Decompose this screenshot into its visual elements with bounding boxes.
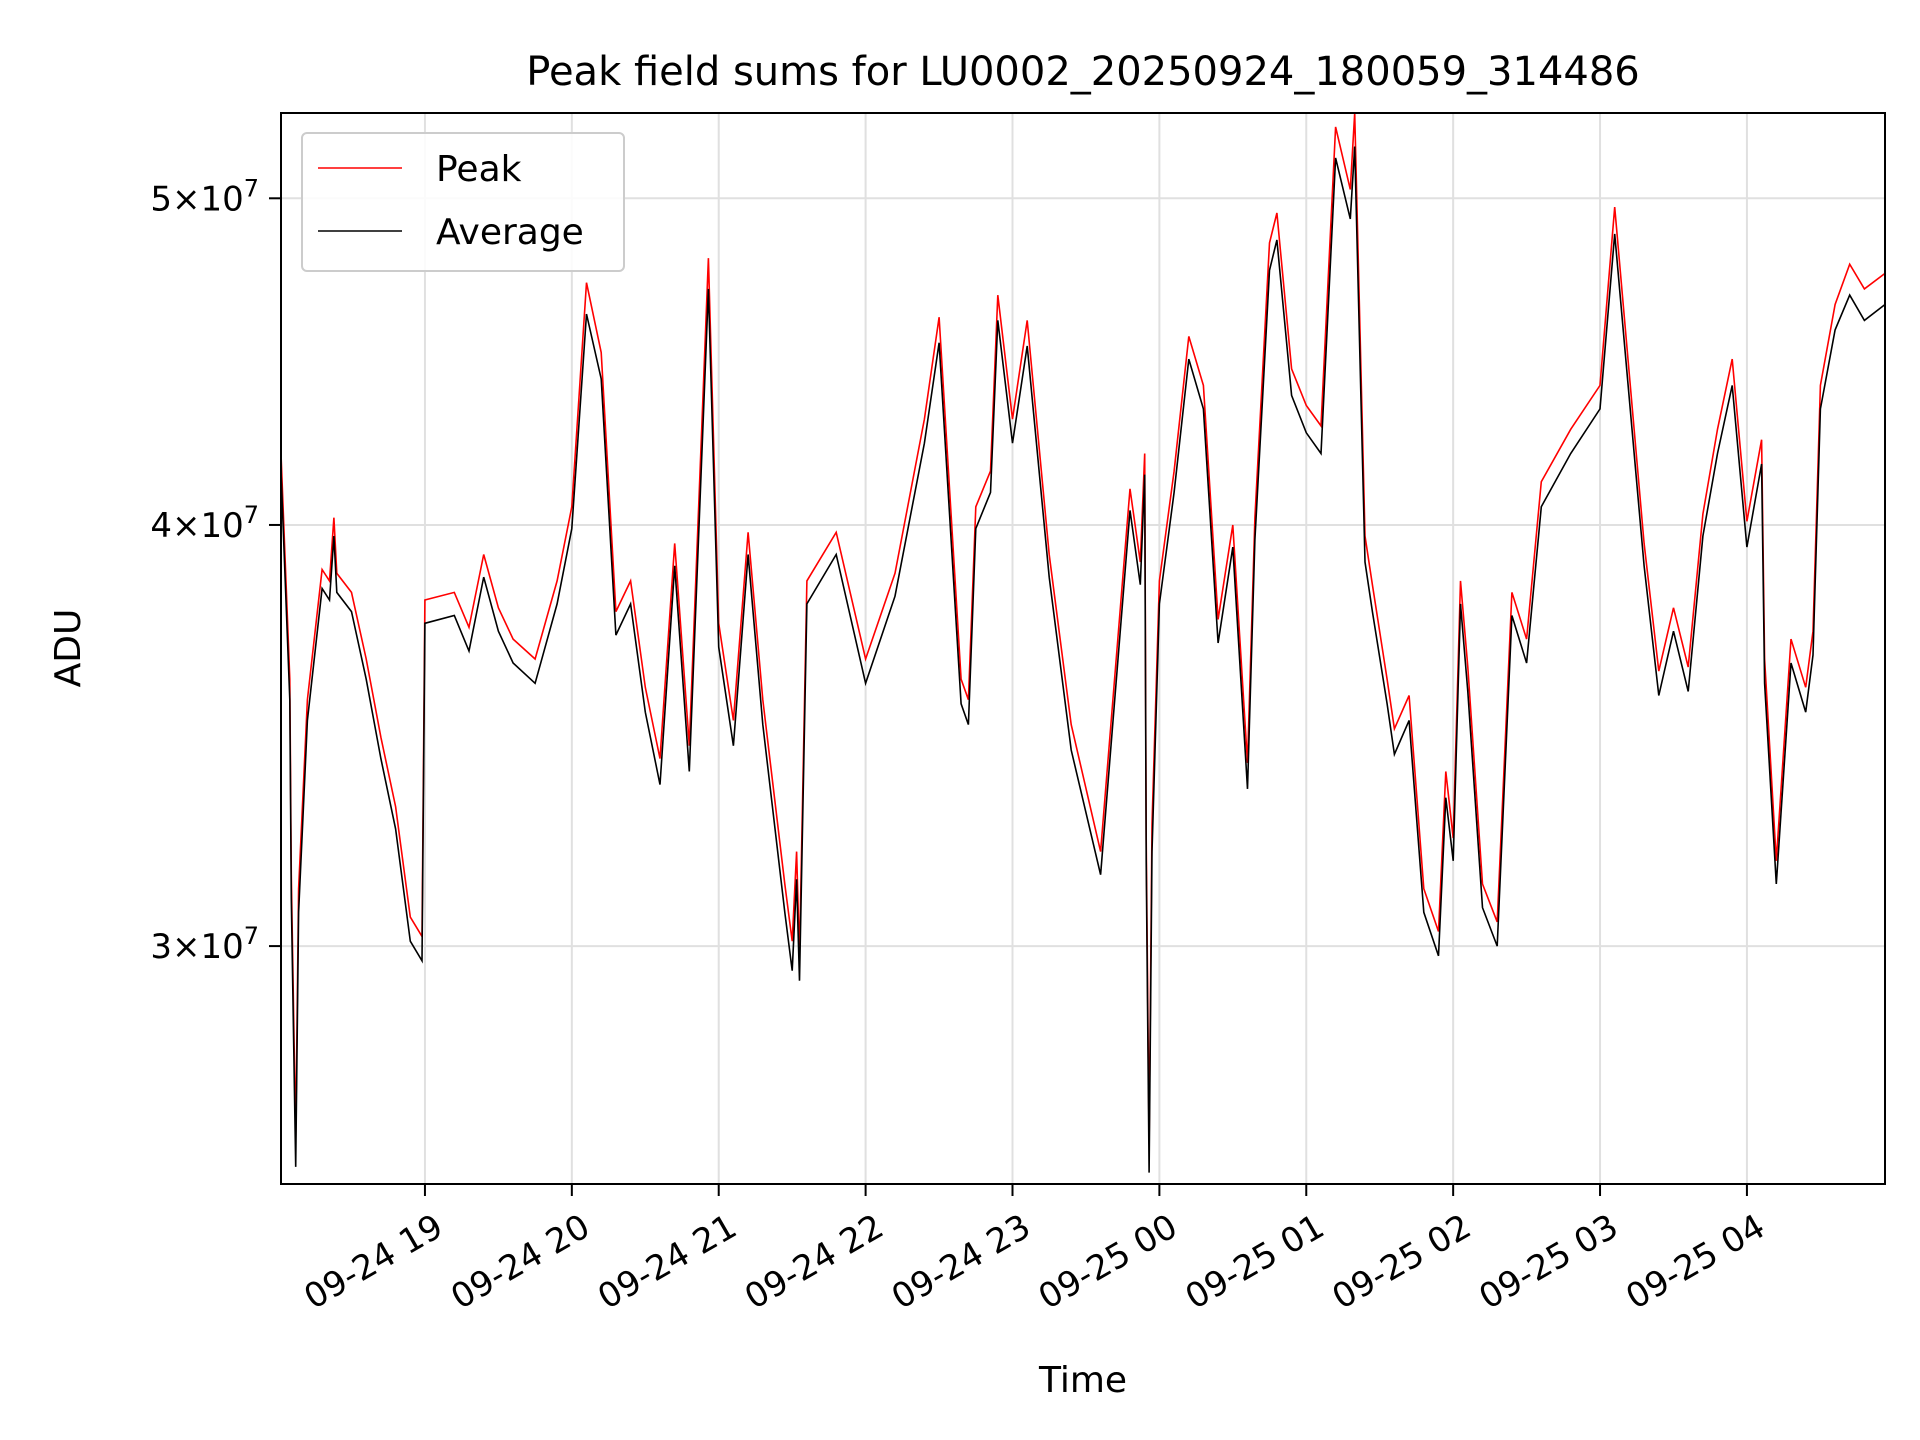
legend-label-average: Average <box>436 212 584 253</box>
grid <box>281 113 1885 1184</box>
y-axis-label: ADU <box>48 609 89 688</box>
series-line-peak <box>281 113 1885 1145</box>
plot-frame <box>280 112 1886 1185</box>
chart-title: Peak field sums for LU0002_20250924_1800… <box>526 49 1640 95</box>
y-tick-label: 3×107 <box>150 922 259 967</box>
y-tick-label: 4×107 <box>150 501 259 546</box>
y-tick-label: 5×107 <box>150 174 259 219</box>
x-axis-label: Time <box>1038 1360 1127 1401</box>
series-line-average <box>281 146 1885 1173</box>
legend: Peak Average <box>301 132 625 272</box>
legend-label-peak: Peak <box>436 149 522 190</box>
y-axis: 3×107 4×107 5×107 <box>150 174 281 967</box>
